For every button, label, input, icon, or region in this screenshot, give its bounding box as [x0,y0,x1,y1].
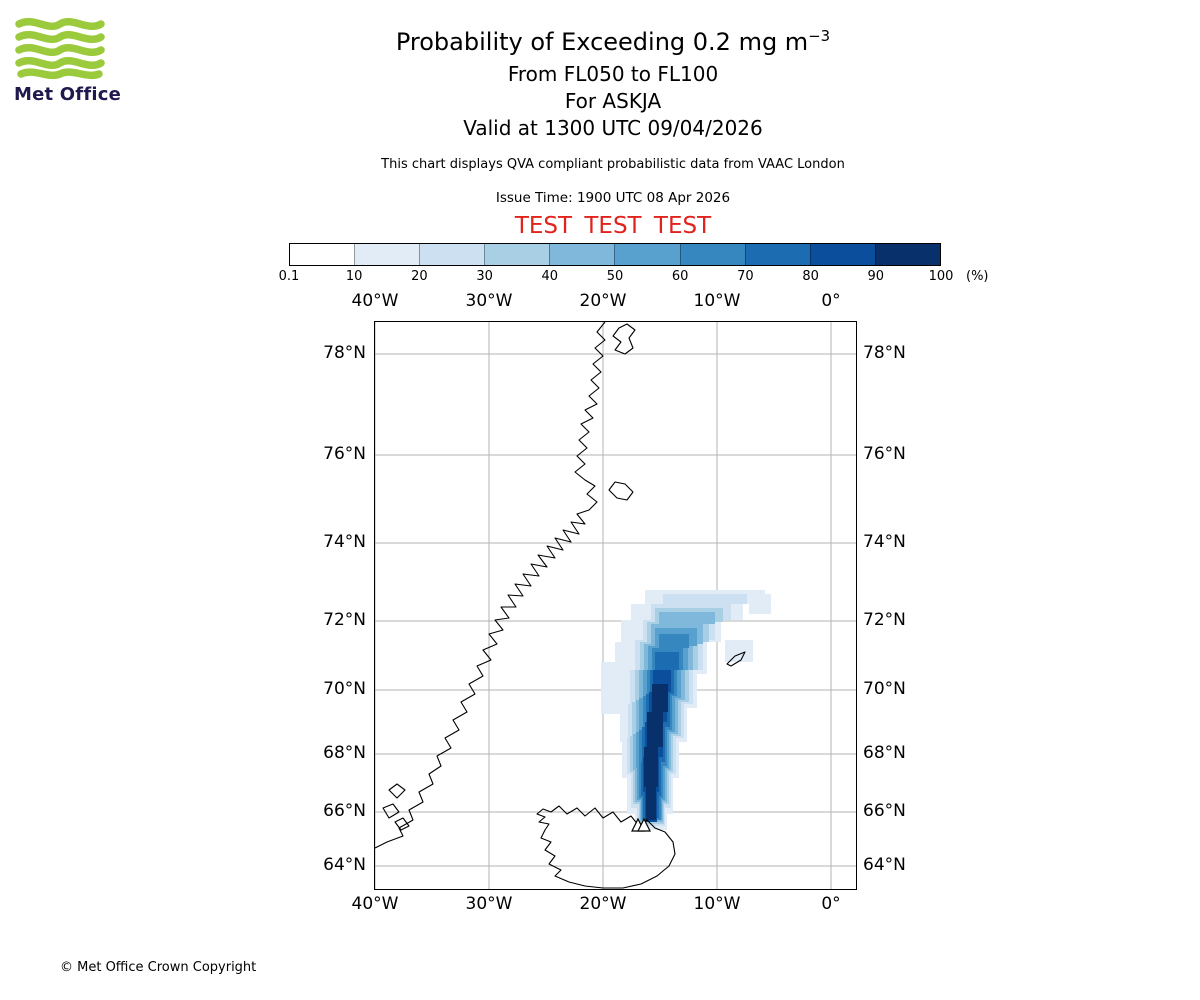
colorbar-segment [354,244,420,265]
colorbar-tick-label: 40 [541,269,559,284]
chart-title-exponent: −3 [808,27,831,45]
logo-waves-icon [15,18,105,80]
lon-label: 10°W [693,894,741,914]
lon-label: 40°W [351,894,399,914]
colorbar-tick-label: 30 [476,269,493,284]
colorbar-segment [679,244,745,265]
lat-label: 74°N [323,532,366,553]
colorbar [289,243,941,266]
colorbar-segment [290,244,355,265]
colorbar-segment [484,244,550,265]
subtitle-valid-time: Valid at 1300 UTC 09/04/2026 [463,116,763,140]
greenland-island [608,481,634,501]
colorbar-ticks: 0.1 10 20 30 40 50 60 70 80 90 100 [279,269,954,288]
test-banner: TEST TEST TEST [514,213,712,239]
logo-wave [15,44,105,56]
logo-wave [17,68,103,80]
copyright-notice: © Met Office Crown Copyright [60,960,257,975]
lat-label: 72°N [323,610,366,631]
greenland-island [382,803,400,819]
lat-label: 74°N [863,532,906,553]
coastlines [375,322,746,889]
lon-label: 0° [821,894,841,914]
lat-label: 66°N [863,801,906,822]
lat-label: 76°N [863,444,906,465]
colorbar-segment [549,244,615,265]
colorbar-tick-label: 60 [671,269,689,284]
logo-text: Met Office [14,84,122,105]
greenland-coastline [375,322,606,849]
lat-label: 76°N [323,444,366,465]
colorbar-segment [419,244,485,265]
map-gridlines [375,322,856,889]
chart-description: This chart displays QVA compliant probab… [381,157,845,172]
logo-wave [15,57,105,69]
colorbar-tick-label: 20 [411,269,428,284]
chart-title-main: Probability of Exceeding 0.2 mg m [395,28,809,56]
lon-label: 20°W [579,291,627,311]
colorbar-tick-label: 10 [345,269,363,284]
lat-label: 70°N [323,679,366,700]
subtitle-volcano: For ASKJA [564,89,662,113]
logo-wave [15,18,105,30]
lon-label: 30°W [465,894,513,914]
colorbar-tick-label: 90 [867,269,885,284]
colorbar-tick-label: 70 [737,269,754,284]
lon-label: 40°W [351,291,399,311]
ash-plume [601,590,771,830]
lon-label: 30°W [465,291,513,311]
colorbar-unit-label: (%) [966,269,989,284]
iceland-coastline [536,805,676,889]
lat-label: 70°N [863,679,906,700]
greenland-island [612,323,636,355]
met-office-logo [14,16,114,112]
lon-label: 0° [821,291,841,311]
lat-label: 64°N [323,855,366,876]
colorbar-tick-label: 80 [802,269,819,284]
colorbar-segment [744,244,810,265]
greenland-island [394,817,410,831]
lat-label: 68°N [863,743,906,764]
lat-label: 72°N [863,610,906,631]
lon-label: 10°W [693,291,741,311]
lat-label: 78°N [863,343,906,364]
lat-label: 78°N [323,343,366,364]
lat-label: 68°N [323,743,366,764]
map [374,321,857,890]
issue-time: Issue Time: 1900 UTC 08 Apr 2026 [495,190,731,206]
colorbar-tick-label: 50 [606,269,624,284]
greenland-island [388,783,406,799]
lon-labels-bottom: 40°W 30°W 20°W 10°W 0° [352,894,856,916]
colorbar-tick-label: 0.1 [278,269,300,284]
lat-labels-right: 78°N 76°N 74°N 72°N 70°N 68°N 66°N 64°N [863,322,933,889]
colorbar-tick-label: 100 [928,269,954,284]
logo-wave [15,31,105,43]
chart-title: Probability of Exceeding 0.2 mg m−3 [26,27,1200,57]
lat-label: 64°N [863,855,906,876]
lat-labels-left: 78°N 76°N 74°N 72°N 70°N 68°N 66°N 64°N [296,322,366,889]
subtitle-flight-levels: From FL050 to FL100 [507,62,719,86]
lat-label: 66°N [323,801,366,822]
colorbar-segment [614,244,680,265]
lon-labels-top: 40°W 30°W 20°W 10°W 0° [352,291,856,313]
lon-label: 20°W [579,894,627,914]
colorbar-segment [874,244,940,265]
jan-mayen-island [726,651,746,667]
colorbar-segment [809,244,875,265]
volcano-marker [631,817,651,832]
